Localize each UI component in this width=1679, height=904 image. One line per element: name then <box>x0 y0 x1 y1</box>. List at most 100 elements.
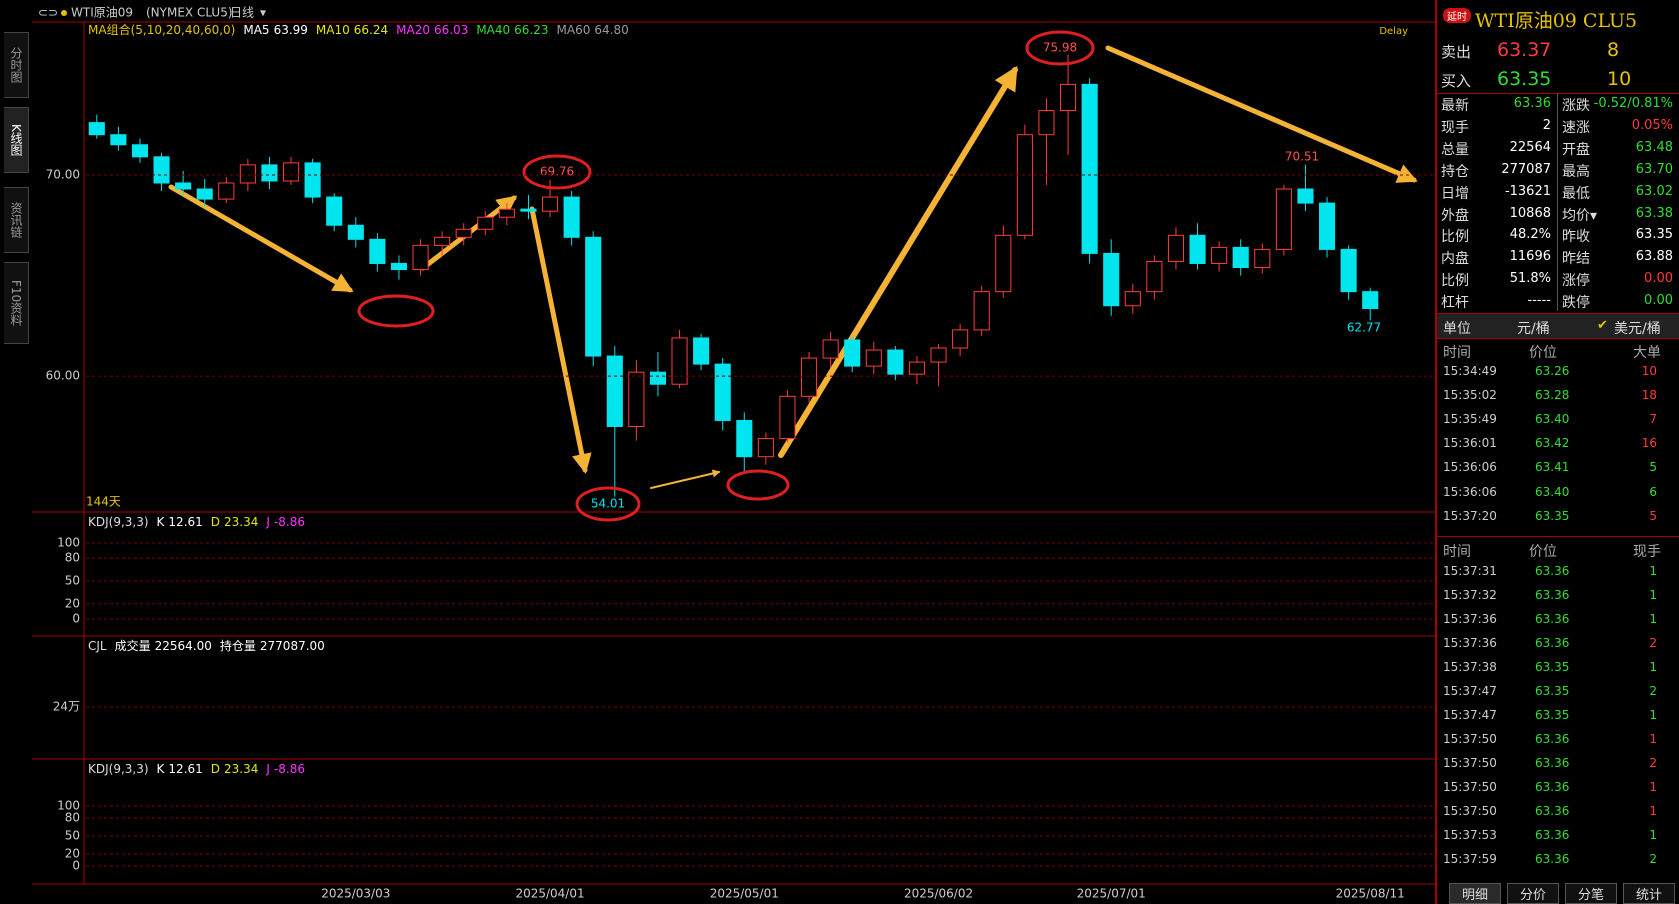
quote-value: 63.02 <box>1635 183 1673 199</box>
row-qty: 6 <box>1649 484 1657 499</box>
ma-item: MA60 64.80 <box>557 22 629 38</box>
quote-label: 买入 <box>1441 72 1472 90</box>
row-qty: 1 <box>1649 732 1657 746</box>
item-name: 成交量 <box>114 639 151 653</box>
annotation: 54.01 <box>591 497 625 511</box>
candle-body <box>239 164 256 184</box>
symbol[interactable]: WTI原油09 <box>71 6 133 20</box>
ma-value: 66.03 <box>433 23 469 37</box>
table-header: 价位 <box>1529 544 1557 560</box>
candle-body <box>477 216 494 230</box>
indicator[interactable]: MA组合(5,10,20,40,60,0) <box>88 23 236 37</box>
y-tick-label: 24万 <box>53 699 80 713</box>
sidebar-tab[interactable]: F10资料 <box>4 262 29 344</box>
ma-item: MA5 63.99 <box>243 22 308 38</box>
table-header: 时间 <box>1443 544 1471 560</box>
quote-value: 10868 <box>1509 205 1551 221</box>
candle-body <box>865 349 882 367</box>
row-time: 15:37:50 <box>1443 780 1497 794</box>
ma-name: MA40 <box>476 23 511 37</box>
period[interactable]: 日线 <box>230 6 254 20</box>
candle-body <box>606 355 623 427</box>
table-header: 现手 <box>1633 544 1661 560</box>
sidebar-tab[interactable]: K线图 <box>4 107 29 173</box>
candle-body <box>455 228 472 238</box>
quote-value: 22564 <box>1509 139 1551 155</box>
row-price: 63.42 <box>1535 436 1570 451</box>
candle-body <box>585 236 602 357</box>
quote-value: 63.70 <box>1635 161 1673 177</box>
panel-title[interactable]: CJL <box>88 639 107 653</box>
sidebar-tab[interactable]: 资讯链 <box>4 187 29 253</box>
candles <box>88 54 1379 497</box>
y-tick-label: 0 <box>72 859 80 873</box>
quote-field: 速涨 <box>1562 119 1590 136</box>
row-price: 63.40 <box>1535 484 1570 499</box>
x-tick-label: 2025/05/01 <box>710 887 779 901</box>
y-tick-label: 20 <box>65 847 80 861</box>
unit-option[interactable]: 美元/桶 <box>1614 321 1661 337</box>
candle-body <box>369 238 386 264</box>
quote-value: 277087 <box>1501 161 1551 177</box>
row-price: 63.40 <box>1535 412 1570 427</box>
quote-value: 51.8% <box>1509 271 1551 287</box>
row-qty: 5 <box>1649 508 1657 523</box>
row-time: 15:37:36 <box>1443 636 1497 650</box>
sidebar-tab[interactable]: 分时图 <box>4 32 29 98</box>
item-name: D <box>210 762 221 776</box>
quote-value: 63.38 <box>1635 205 1673 221</box>
quote-value: 2 <box>1542 117 1551 133</box>
ma-name: MA60 <box>556 23 591 37</box>
row-qty: 1 <box>1649 780 1657 794</box>
panel-title[interactable]: KDJ(9,3,3) <box>88 515 149 529</box>
period-label: 144天 <box>86 495 121 509</box>
candle-body <box>1362 291 1379 310</box>
dot <box>61 10 67 16</box>
toolbar-icon[interactable]: ⊂⊃ <box>38 6 58 20</box>
candle-body <box>88 122 105 136</box>
quote-panel: 延时 WTI原油09 CLU5 卖出 63.37 8 买入 63.35 10 最新 63.36 涨跌… <box>1435 0 1679 904</box>
candle-body <box>908 361 926 375</box>
row-price: 63.36 <box>1535 852 1570 866</box>
item-value: 22564.00 <box>154 639 212 653</box>
bottom-tab[interactable]: 明细 <box>1449 883 1501 904</box>
panel-legend: KDJ(9,3,3) K 12.61 D 23.34 J -8.86 <box>88 514 305 530</box>
bottom-tab[interactable]: 分价 <box>1507 883 1559 904</box>
candle-body <box>1081 83 1098 254</box>
unit-option[interactable]: 元/桶 <box>1517 321 1550 337</box>
row-time: 15:37:50 <box>1443 804 1497 818</box>
item-value: 23.34 <box>224 515 259 529</box>
y-tick-label: 100 <box>57 799 80 813</box>
candle-body <box>1146 260 1163 293</box>
quote-field: 开盘 <box>1562 141 1590 158</box>
quote-field: 比例 <box>1441 273 1469 290</box>
dropdown[interactable]: ▾ <box>260 6 266 20</box>
bottom-tab[interactable]: 分笔 <box>1565 883 1617 904</box>
candle-body <box>1340 248 1357 293</box>
candle-body <box>1297 188 1314 204</box>
x-tick-label: 2025/04/01 <box>515 887 584 901</box>
quote-price: 63.35 <box>1497 68 1552 90</box>
row-price: 63.36 <box>1535 636 1570 650</box>
candle-body <box>1254 248 1271 269</box>
quote-field: 内盘 <box>1441 251 1469 268</box>
candle-body <box>261 164 278 182</box>
row-time: 15:37:36 <box>1443 612 1497 626</box>
check: ✔ <box>1597 318 1608 333</box>
item-name: J <box>266 762 270 776</box>
candle-body <box>714 363 731 421</box>
badge: 延时 <box>1443 8 1471 23</box>
panel-title[interactable]: KDJ(9,3,3) <box>88 762 149 776</box>
quote-field: 外盘 <box>1441 207 1469 224</box>
candle-body <box>304 162 321 198</box>
quote-field: 日增 <box>1441 185 1469 202</box>
quote-value: 0.05% <box>1631 117 1673 133</box>
bottom-tab[interactable]: 统计 <box>1623 883 1675 904</box>
row-qty: 1 <box>1649 804 1657 818</box>
candle-body <box>434 236 451 246</box>
candle-body <box>736 419 753 458</box>
y-tick-label: 50 <box>65 574 80 588</box>
candle-body <box>1318 202 1336 250</box>
candle-body <box>1016 134 1033 236</box>
